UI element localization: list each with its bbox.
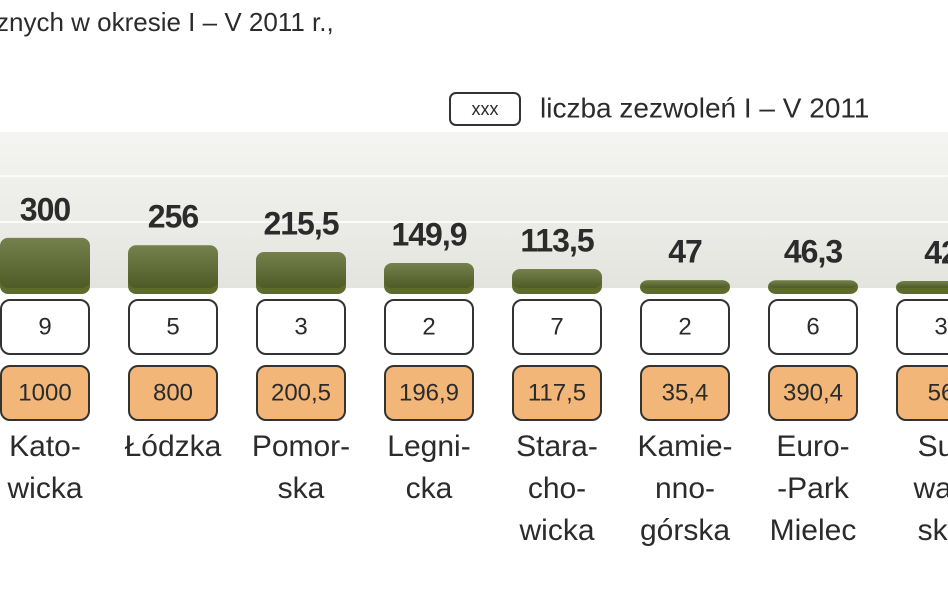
value-label: 256 <box>148 199 199 235</box>
bar-shade <box>128 245 218 288</box>
info-box-label: 5 <box>166 313 179 340</box>
info-box <box>512 365 602 421</box>
info-box <box>128 299 218 355</box>
info-box <box>640 365 730 421</box>
info-box-label: 9 <box>38 313 51 340</box>
category-label: nno- <box>655 472 715 505</box>
info-box <box>512 299 602 355</box>
info-box-label: 117,5 <box>528 379 586 406</box>
category-label: górska <box>640 514 730 547</box>
category-label: Łódzka <box>125 430 222 463</box>
info-box <box>640 299 730 355</box>
info-box-label: 7 <box>550 313 563 340</box>
category-label: cho- <box>528 472 586 505</box>
info-box <box>768 365 858 421</box>
category-label: wicka <box>518 514 594 547</box>
category-label: -Park <box>777 472 850 505</box>
info-box <box>0 365 90 421</box>
bar-shade <box>896 280 948 288</box>
info-box <box>256 299 346 355</box>
info-box <box>384 365 474 421</box>
legend-text: liczba zezwoleń I – V 2011 <box>540 92 869 123</box>
info-box <box>0 299 90 355</box>
info-box <box>384 299 474 355</box>
info-box <box>128 365 218 421</box>
chart-title: znych w okresie I – V 2011 r., <box>0 7 334 37</box>
info-box-label: 3 <box>934 313 947 340</box>
category-label: ska <box>918 514 948 547</box>
category-label: wicka <box>6 472 82 505</box>
info-box-label: 2 <box>678 313 691 340</box>
bar-shade <box>256 252 346 288</box>
baseline-cover <box>0 288 948 294</box>
value-label: 300 <box>20 191 71 227</box>
info-box <box>256 365 346 421</box>
info-box-label: 800 <box>153 379 193 406</box>
bar-shade <box>768 280 858 288</box>
info-box-label: 1000 <box>18 379 71 406</box>
info-box-label: 6 <box>806 313 819 340</box>
category-label: ska <box>278 472 325 505</box>
value-label: 47 <box>668 234 702 270</box>
category-label: cka <box>406 472 453 505</box>
info-box <box>768 299 858 355</box>
info-box <box>896 365 948 421</box>
info-box-label: 35,4 <box>662 379 709 406</box>
bar-shade <box>0 237 90 288</box>
bar-shade <box>640 280 730 288</box>
value-label: 46,3 <box>784 234 842 270</box>
info-box <box>896 299 948 355</box>
info-box-label: 196,9 <box>399 379 459 406</box>
value-label: 149,9 <box>391 216 466 252</box>
value-label: 42 <box>924 234 948 270</box>
category-label: wal- <box>912 472 948 505</box>
category-label: Legni- <box>387 430 470 463</box>
info-box-label: 56 <box>928 379 948 406</box>
category-label: Euro- <box>776 430 849 463</box>
category-label: Stara- <box>516 430 598 463</box>
category-label: Su- <box>918 430 948 463</box>
legend-box <box>449 92 521 126</box>
info-box-label: 3 <box>294 313 307 340</box>
bar-shade <box>384 262 474 288</box>
info-box-label: 390,4 <box>783 379 843 406</box>
category-label: Kamie- <box>637 430 732 463</box>
category-label: Pomor- <box>252 430 350 463</box>
value-label: 215,5 <box>263 205 338 241</box>
info-box-label: 200,5 <box>271 379 331 406</box>
info-box-label: 2 <box>422 313 435 340</box>
category-label: Kato- <box>9 430 81 463</box>
legend-box-text: xxx <box>472 99 499 119</box>
value-label: 113,5 <box>520 222 594 258</box>
category-label: Mielec <box>770 514 857 547</box>
bar-shade <box>512 269 602 288</box>
